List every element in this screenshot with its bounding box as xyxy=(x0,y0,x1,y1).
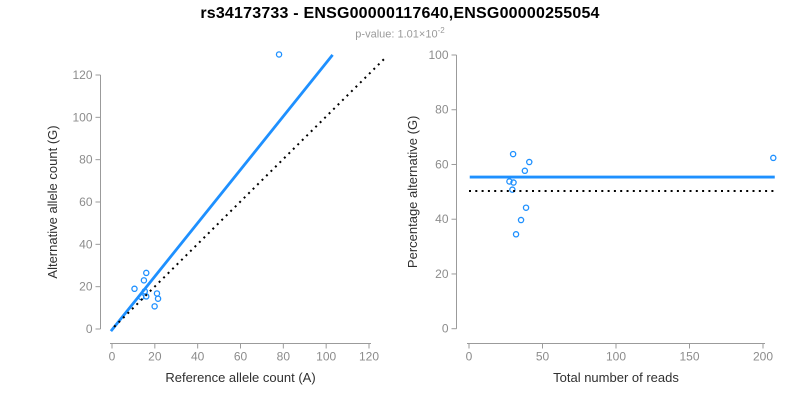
x-tick-label: 0 xyxy=(109,350,116,364)
data-point xyxy=(510,179,517,186)
data-point xyxy=(770,154,777,162)
y-tick-label: 60 xyxy=(435,157,449,171)
data-point xyxy=(506,178,513,185)
x-axis-title: Reference allele count (A) xyxy=(165,370,315,385)
y-tick-label: 100 xyxy=(428,48,448,62)
x-tick-label: 80 xyxy=(277,350,291,364)
x-tick-label: 0 xyxy=(466,350,473,364)
x-tick-label: 120 xyxy=(359,350,379,364)
y-tick-label: 40 xyxy=(435,212,449,226)
chart-subtitle: p-value: 1.01×10-2 xyxy=(0,26,800,41)
y-tick-label: 20 xyxy=(435,267,449,281)
chart-title: rs34173733 - ENSG00000117640,ENSG0000025… xyxy=(200,5,600,22)
data-point xyxy=(143,269,150,277)
x-tick-label: 60 xyxy=(234,350,248,364)
x-tick-label: 100 xyxy=(606,350,626,364)
x-tick-label: 150 xyxy=(679,350,699,364)
data-point xyxy=(151,303,158,310)
data-point xyxy=(509,186,516,193)
data-point xyxy=(154,295,162,302)
data-point xyxy=(153,290,161,297)
x-axis-title: Total number of reads xyxy=(553,370,679,385)
y-tick-label: 80 xyxy=(435,103,449,117)
identity-reference-line xyxy=(113,58,385,328)
y-tick-label: 80 xyxy=(79,153,93,167)
x-tick-label: 40 xyxy=(191,350,205,364)
y-tick-label: 40 xyxy=(79,237,93,251)
y-axis-title: Alternative allele count (G) xyxy=(45,125,60,278)
y-tick-label: 0 xyxy=(442,322,449,336)
data-point xyxy=(131,285,138,293)
y-tick-label: 100 xyxy=(72,110,92,124)
y-tick-label: 120 xyxy=(72,68,92,82)
data-point xyxy=(140,277,148,284)
data-point xyxy=(517,216,525,224)
regression-fit-line xyxy=(109,54,334,332)
y-axis-title: Percentage alternative (G) xyxy=(405,116,420,268)
x-tick-label: 200 xyxy=(753,350,773,364)
y-tick-label: 0 xyxy=(86,322,93,336)
data-point xyxy=(509,150,517,158)
data-point xyxy=(526,158,533,166)
x-tick-label: 50 xyxy=(536,350,550,364)
data-point xyxy=(512,231,520,238)
pvalue-text: p-value: 1.01×10 xyxy=(355,28,438,41)
data-point xyxy=(143,293,150,300)
y-tick-label: 60 xyxy=(79,195,93,209)
y-tick-label: 20 xyxy=(79,280,93,294)
data-point xyxy=(522,204,530,211)
x-tick-label: 20 xyxy=(148,350,162,364)
data-point xyxy=(275,51,283,58)
data-point xyxy=(521,167,529,175)
pvalue-exponent: -2 xyxy=(437,26,445,35)
x-tick-label: 100 xyxy=(316,350,336,364)
